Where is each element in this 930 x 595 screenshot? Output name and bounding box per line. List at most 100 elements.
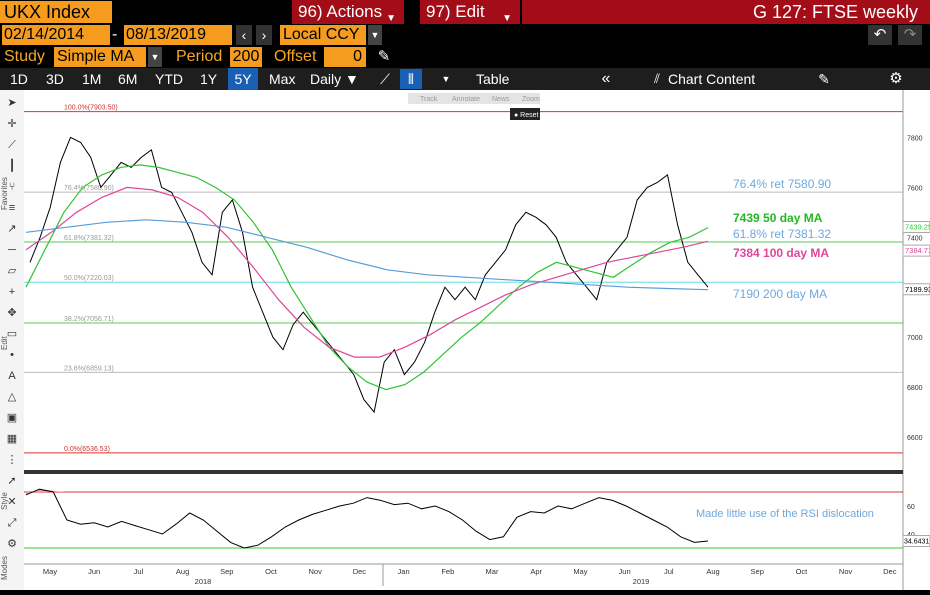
start-date-input[interactable]: 02/14/2014 bbox=[2, 25, 110, 45]
sidebar-label-style: Style bbox=[0, 492, 9, 510]
offset-input[interactable]: 0 bbox=[324, 47, 366, 67]
drag-icon[interactable]: ✥ bbox=[7, 307, 16, 319]
actions-label: 96) Actions bbox=[298, 2, 383, 21]
fib-label: 38.2%(7056.71) bbox=[64, 316, 114, 323]
rsi-value-tag bbox=[902, 534, 930, 547]
bar-icon[interactable]: ┃ bbox=[9, 158, 16, 172]
ray-icon[interactable]: ↗ bbox=[7, 223, 16, 235]
range-5y[interactable]: 5Y bbox=[228, 68, 258, 90]
chart-title: G 127: FTSE weekly bbox=[522, 0, 930, 24]
frequency-select[interactable]: Daily ▼ bbox=[310, 71, 359, 87]
range-max[interactable]: Max bbox=[269, 71, 296, 87]
panel-divider[interactable] bbox=[24, 470, 903, 474]
range-1d[interactable]: 1D bbox=[10, 71, 28, 87]
pencil-icon[interactable]: ✎ bbox=[377, 48, 391, 65]
undo-icon[interactable]: ↶ bbox=[868, 25, 892, 45]
bar-chart-icon[interactable]: ⫴ bbox=[400, 69, 422, 89]
x-tick-label: Sep bbox=[751, 567, 764, 576]
crosshair-icon[interactable]: ✛ bbox=[7, 118, 16, 130]
rect-icon[interactable]: ▭ bbox=[7, 328, 17, 340]
x-tick-label: May bbox=[573, 567, 587, 576]
edit-chart-icon[interactable]: ✎ bbox=[818, 71, 830, 87]
tool-news[interactable]: News bbox=[492, 96, 510, 103]
collapse-panel-icon[interactable]: « bbox=[601, 70, 611, 87]
horizontal-line-icon[interactable]: ─ bbox=[7, 244, 16, 256]
chart-area[interactable]: ➤ ✛ ⟋ ┃ ⑂ ≡ ↗ ─ ▱ + ✥ ▭ • A △ ▣ ▦ ⋮ ➚ ✕ ⤢ ⚙ Favorites Edit Style… bbox=[0, 90, 930, 590]
channel-icon[interactable]: ▱ bbox=[8, 265, 17, 277]
x-tick-label: Aug bbox=[706, 567, 719, 576]
date-bar: 02/14/2014 - 08/13/2019 ‹ › Local CCY ▼ … bbox=[0, 24, 930, 46]
sidebar-background bbox=[0, 90, 24, 590]
fib-label: 100.0%(7903.50) bbox=[64, 105, 118, 112]
y-tick-label: 6800 bbox=[907, 385, 923, 392]
expand-icon[interactable]: ⤢ bbox=[8, 517, 17, 529]
cross-icon[interactable]: + bbox=[9, 286, 15, 298]
range-3d[interactable]: 3D bbox=[46, 71, 64, 87]
close-icon[interactable]: ✕ bbox=[7, 496, 16, 508]
chart-annotation: 76.4% ret 7580.90 bbox=[733, 177, 831, 191]
chart-content-button[interactable]: Chart Content bbox=[668, 71, 756, 87]
previous-period-button[interactable]: ‹ bbox=[236, 25, 252, 45]
edit-menu[interactable]: 97) Edit ▼ bbox=[420, 0, 520, 24]
chart-annotation: 61.8% ret 7381.32 bbox=[733, 227, 831, 241]
dot-icon[interactable]: • bbox=[10, 349, 14, 361]
sidebar-label-favorites: Favorites bbox=[0, 177, 9, 210]
period-input[interactable]: 200 bbox=[230, 47, 262, 67]
text-icon[interactable]: A bbox=[8, 370, 16, 382]
tool-track[interactable]: Track bbox=[420, 96, 438, 103]
sidebar-label-edit: Edit bbox=[0, 335, 9, 350]
rsi-value-label: 34.6431 bbox=[904, 538, 929, 545]
x-tick-label: Oct bbox=[796, 567, 809, 576]
next-period-button[interactable]: › bbox=[256, 25, 272, 45]
tool-annotate[interactable]: Annotate bbox=[452, 96, 480, 103]
study-dropdown-button[interactable]: ▼ bbox=[148, 47, 162, 67]
fork-icon[interactable]: ⑂ bbox=[9, 181, 16, 193]
rsi-overbought-fill bbox=[26, 489, 66, 495]
range-1y[interactable]: 1Y bbox=[200, 71, 218, 87]
fib-icon[interactable]: ≡ bbox=[9, 202, 15, 214]
x-tick-label: Dec bbox=[883, 567, 897, 576]
y-tick-label: 7400 bbox=[907, 235, 923, 242]
x-tick-label: Feb bbox=[441, 567, 454, 576]
chart-type-dropdown-button[interactable]: ▼ bbox=[441, 74, 451, 84]
y-tick-label: 7000 bbox=[907, 335, 923, 342]
stamp-icon[interactable]: ▣ bbox=[7, 412, 17, 424]
x-tick-label: Mar bbox=[486, 567, 499, 576]
chart-canvas[interactable]: ➤ ✛ ⟋ ┃ ⑂ ≡ ↗ ─ ▱ + ✥ ▭ • A △ ▣ ▦ ⋮ ➚ ✕ ⤢ ⚙ Favorites Edit Style… bbox=[0, 90, 930, 590]
triangle-icon[interactable]: △ bbox=[8, 391, 17, 403]
range-1m[interactable]: 1M bbox=[82, 71, 102, 87]
x-tick-label: May bbox=[43, 567, 57, 576]
reset-button[interactable] bbox=[510, 108, 540, 120]
range-ytd[interactable]: YTD bbox=[155, 71, 183, 87]
drawing-tools-sidebar: ➤ ✛ ⟋ ┃ ⑂ ≡ ↗ ─ ▱ + ✥ ▭ • A △ ▣ ▦ ⋮ ➚ ✕ ⤢ ⚙ Favorites Edit Style… bbox=[0, 90, 24, 590]
range-toolbar: 1D 3D 1M 6M YTD 1Y 5Y Max Daily ▼ ⟋ ⫴ ▼ … bbox=[0, 68, 930, 90]
grid-icon[interactable]: ▦ bbox=[7, 433, 17, 445]
date-separator: - bbox=[112, 26, 118, 43]
range-6m[interactable]: 6M bbox=[118, 71, 138, 87]
redo-icon[interactable]: ↷ bbox=[898, 25, 922, 45]
line-chart-icon[interactable]: ⟋ bbox=[380, 71, 390, 87]
trend-line-icon[interactable]: ⟋ bbox=[8, 139, 16, 151]
price-tag-label: 7439.25 bbox=[905, 223, 930, 232]
series-rsi bbox=[25, 488, 709, 549]
ticker-field[interactable]: UKX Index bbox=[0, 1, 112, 23]
currency-select[interactable]: Local CCY bbox=[280, 25, 366, 45]
fib-levels: 100.0%(7903.50) 76.4%(7580.90) 61.8%(7381.… bbox=[24, 105, 903, 454]
chart-annotation: 7384 100 day MA bbox=[733, 246, 829, 260]
gear-icon[interactable]: ⚙ bbox=[889, 70, 903, 87]
offset-label: Offset bbox=[274, 48, 317, 65]
tool-zoom[interactable]: Zoom bbox=[522, 96, 540, 103]
chart-annotation: Made little use of the RSI dislocation bbox=[696, 508, 874, 520]
gear-icon[interactable]: ⚙ bbox=[7, 538, 17, 550]
arrow-icon[interactable]: ➚ bbox=[7, 475, 16, 487]
title-bar: UKX Index 96) Actions ▼ 97) Edit ▼ G 127… bbox=[0, 0, 930, 24]
chart-background bbox=[0, 90, 930, 590]
table-button[interactable]: Table bbox=[476, 71, 510, 87]
actions-menu[interactable]: 96) Actions ▼ bbox=[292, 0, 404, 24]
study-select[interactable]: Simple MA bbox=[54, 47, 146, 67]
end-date-input[interactable]: 08/13/2019 bbox=[124, 25, 232, 45]
currency-dropdown-button[interactable]: ▼ bbox=[368, 25, 382, 45]
x-tick-label: Nov bbox=[839, 567, 853, 576]
cursor-icon[interactable]: ➤ bbox=[7, 97, 16, 109]
dots-icon[interactable]: ⋮ bbox=[7, 454, 18, 466]
